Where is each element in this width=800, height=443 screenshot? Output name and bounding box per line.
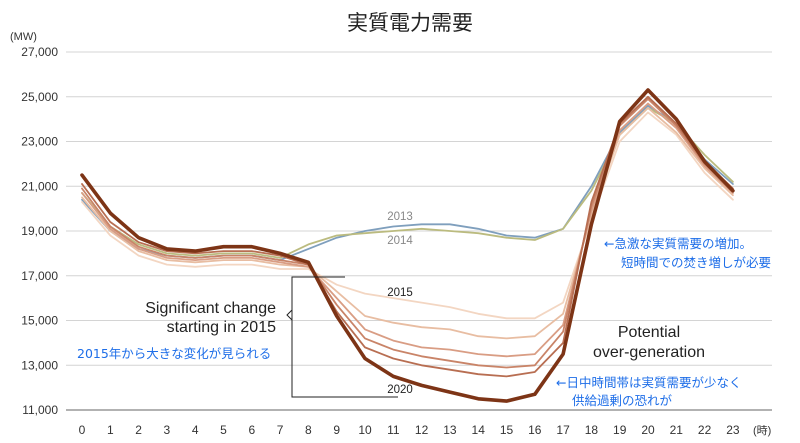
jp-change-note: 2015年から大きな変化が見られる: [77, 346, 271, 361]
x-tick-label: 14: [472, 423, 486, 437]
chart-title: 実質電力需要: [347, 11, 473, 35]
x-tick-label: 21: [670, 423, 684, 437]
y-tick-label: 15,000: [21, 314, 58, 328]
x-tick-label: 20: [641, 423, 655, 437]
x-tick-label: 4: [192, 423, 199, 437]
series-year-labels: 2013 2014 2015 2020: [387, 211, 413, 396]
series-label-2013: 2013: [387, 211, 413, 223]
significant-change-line1: Significant change: [145, 300, 276, 317]
y-tick-label: 19,000: [21, 224, 58, 238]
gridlines: [66, 51, 772, 411]
jp-daytime-note-line1: ←日中時間帯は実質需要が少なく: [556, 375, 741, 390]
x-tick-label: 15: [500, 423, 514, 437]
y-tick-label: 27,000: [21, 45, 58, 59]
y-axis-ticks: 11,000 13,000 15,000 17,000 19,000 21,000 23,0…: [21, 45, 58, 417]
potential-line2: over-generation: [593, 344, 705, 361]
x-axis-ticks: 0 1 2 3 4 5 6 7 8 9 10 11 12 13 14 15 16 17 18 19 20 21 22 23: [79, 423, 740, 437]
x-tick-label: 8: [305, 423, 312, 437]
x-tick-label: 10: [358, 423, 372, 437]
x-tick-label: 7: [277, 423, 284, 437]
series-line: [81, 107, 734, 340]
y-tick-label: 25,000: [21, 90, 58, 104]
x-tick-label: 5: [220, 423, 227, 437]
series-label-2020: 2020: [387, 384, 413, 396]
x-tick-label: 2: [135, 423, 142, 437]
x-tick-label: 6: [248, 423, 255, 437]
change-bracket: [286, 276, 398, 398]
x-tick-label: 12: [415, 423, 429, 437]
y-tick-label: 11,000: [22, 403, 58, 417]
jp-increase-note-line2: 短時間での焚き増しが必要: [621, 255, 771, 270]
x-tick-label: 3: [164, 423, 171, 437]
series-line: [81, 98, 734, 369]
jp-daytime-note-line2: 供給過剰の恐れが: [572, 393, 673, 408]
jp-increase-note-line1: ←急激な実質需要の増加。: [604, 236, 752, 251]
x-tick-label: 13: [443, 423, 457, 437]
x-tick-label: 18: [585, 423, 599, 437]
x-tick-label: 0: [79, 423, 86, 437]
series-line: [81, 95, 734, 378]
y-tick-label: 23,000: [21, 135, 58, 149]
x-tick-label: 11: [387, 423, 400, 437]
series-label-2015: 2015: [387, 287, 413, 299]
x-tick-label: 17: [556, 423, 570, 437]
y-unit-label: (MW): [10, 31, 37, 43]
significant-change-line2: starting in 2015: [167, 319, 277, 336]
x-tick-label: 23: [726, 423, 740, 437]
x-tick-label: 1: [107, 423, 114, 437]
series-line-2020: [80, 88, 735, 403]
x-tick-label: 16: [528, 423, 542, 437]
x-tick-label: 22: [698, 423, 712, 437]
y-tick-label: 17,000: [21, 269, 58, 283]
x-unit-label: (時): [753, 424, 771, 437]
series-line: [81, 102, 734, 358]
x-tick-label: 9: [333, 423, 340, 437]
series-lines: [80, 88, 735, 403]
y-tick-label: 21,000: [21, 179, 58, 193]
potential-line1: Potential: [618, 324, 680, 341]
x-tick-label: 19: [613, 423, 627, 437]
series-label-2014: 2014: [387, 235, 413, 247]
series-line-2015: [81, 111, 734, 320]
y-tick-label: 13,000: [21, 358, 58, 372]
